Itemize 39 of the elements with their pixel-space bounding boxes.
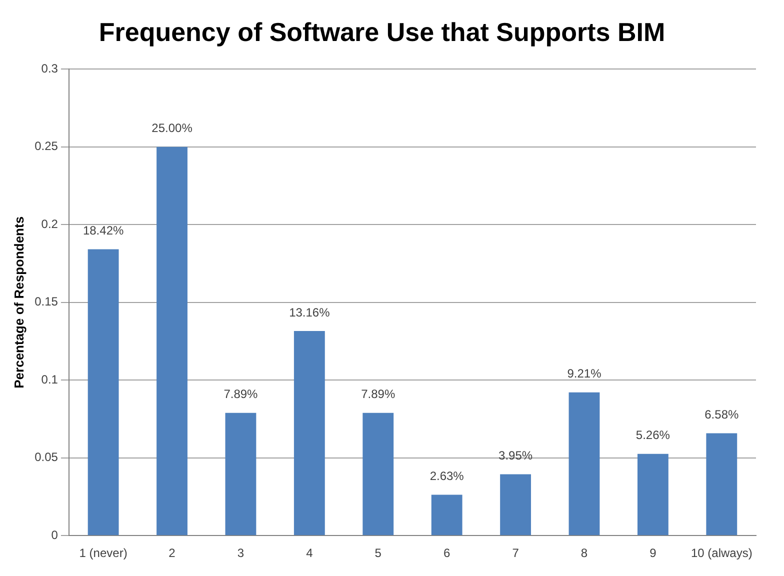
bar (706, 433, 738, 536)
data-label: 18.42% (82, 224, 124, 238)
x-tick-label: 1 (never) (79, 546, 128, 560)
bar (568, 392, 600, 536)
x-tick-label: 7 (512, 546, 520, 560)
data-label: 9.21% (567, 366, 602, 381)
y-tick-label: 0.05 (34, 450, 58, 464)
y-tick-label: 0.15 (34, 294, 58, 309)
y-tick-label: 0.25 (34, 139, 58, 154)
x-tick-label: 5 (374, 546, 382, 560)
x-tick-label: 2 (168, 546, 176, 560)
x-tick-label: 3 (237, 546, 244, 560)
y-tick-label: 0.1 (41, 372, 58, 386)
y-tick-label: 0.2 (41, 216, 58, 231)
x-tick-label: 8 (580, 546, 588, 560)
bar (294, 331, 325, 536)
data-label: 7.89% (224, 387, 258, 402)
data-label: 13.16% (289, 305, 330, 320)
x-tick-label: 10 (always) (690, 546, 752, 560)
bar (88, 249, 119, 536)
bar (637, 454, 668, 536)
bar (431, 494, 462, 536)
data-label: 5.26% (636, 428, 670, 442)
x-tick-label: 9 (650, 546, 657, 560)
data-label: 7.89% (361, 387, 396, 402)
y-tick-label: 0 (51, 528, 58, 542)
y-axis-title: Percentage of Respondents (11, 216, 26, 388)
chart-title: Frequency of Software Use that Supports BIM (98, 16, 666, 47)
data-label: 2.63% (430, 469, 464, 484)
x-tick-label: 4 (306, 546, 314, 560)
bar (500, 474, 531, 536)
y-tick-label: 0.3 (41, 62, 58, 76)
bar (225, 412, 256, 536)
data-label: 3.95% (498, 448, 533, 463)
bar (156, 146, 188, 536)
data-label: 25.00% (152, 121, 193, 136)
data-label: 6.58% (704, 408, 739, 422)
x-tick-label: 6 (443, 546, 450, 560)
bar (362, 412, 394, 536)
